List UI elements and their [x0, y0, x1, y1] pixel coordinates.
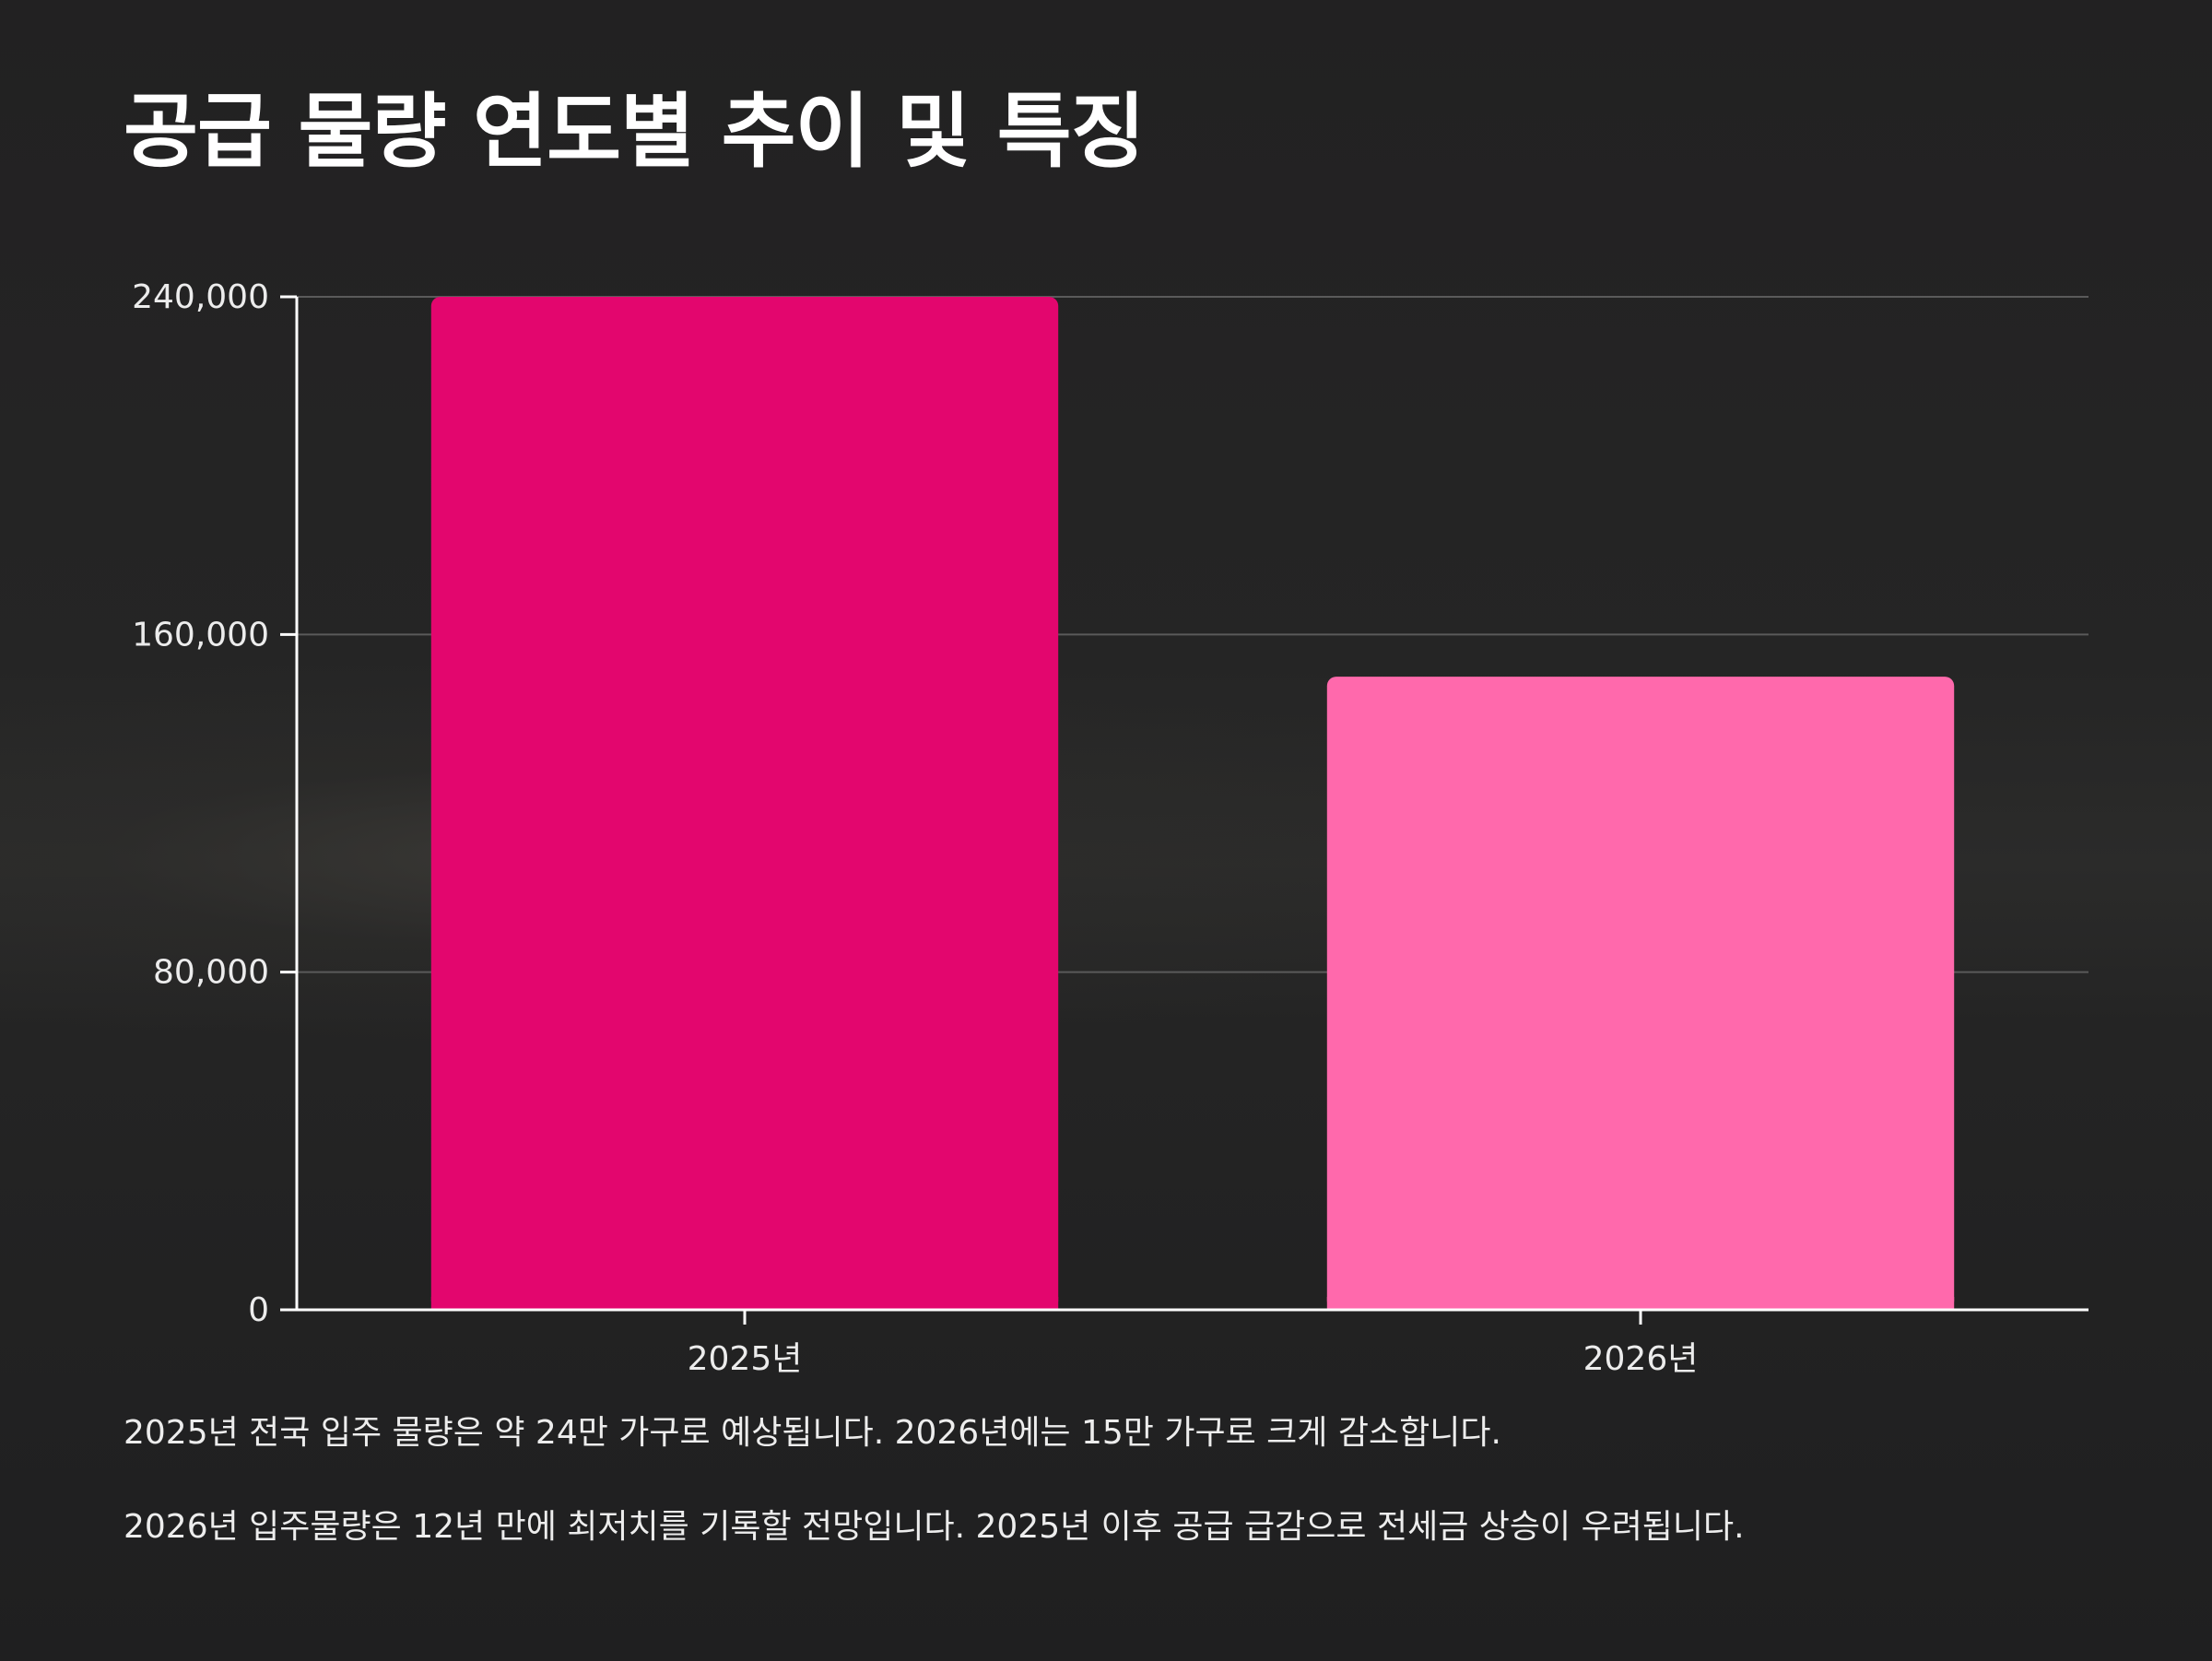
x-tick-label: 2025년 [688, 1340, 803, 1378]
note-2: 2026년 입주물량은 12년 만에 최저치를 기록할 전망입니다. 2025년… [124, 1508, 1745, 1547]
chart-notes: 2025년 전국 입주 물량은 약 24만 가구로 예상됩니다. 2026년에는… [124, 1410, 2105, 1599]
bar-0 [430, 297, 1059, 1310]
x-tick-label: 2026년 [1583, 1340, 1699, 1378]
y-tick-label: 80,000 [153, 954, 269, 992]
y-tick-label: 240,000 [132, 278, 269, 316]
chart-title: 공급 물량 연도별 추이 및 특징 [124, 84, 1146, 179]
bar-1-base [1326, 1297, 1955, 1310]
bar-1 [1326, 677, 1955, 1310]
axes [280, 295, 2088, 1325]
bar-chart: 2025년 2026년 0 80,000 160,000 240,000 [132, 278, 2088, 1378]
note-1: 2025년 전국 입주 물량은 약 24만 가구로 예상됩니다. 2026년에는… [124, 1414, 1501, 1452]
y-tick-label: 0 [248, 1291, 269, 1329]
tick-labels: 2025년 2026년 0 80,000 160,000 240,000 [132, 278, 1698, 1378]
bars [430, 297, 1955, 1310]
bar-0-base [430, 1297, 1059, 1310]
y-tick-label: 160,000 [132, 616, 269, 654]
